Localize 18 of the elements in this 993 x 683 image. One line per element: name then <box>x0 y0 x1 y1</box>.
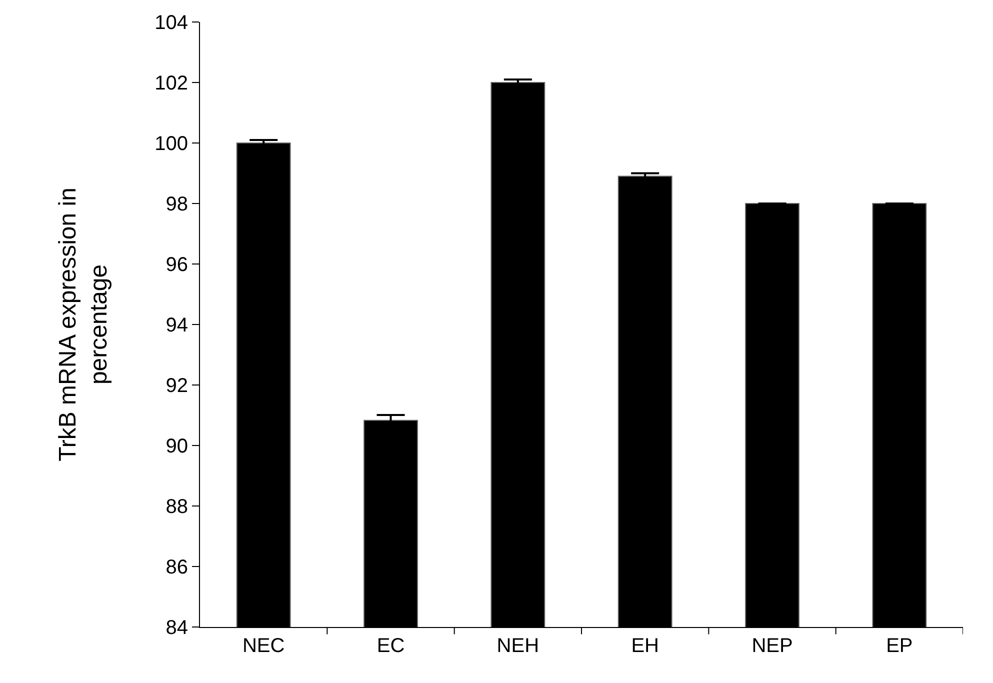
y-tick-label: 92 <box>166 375 188 397</box>
y-tick-label: 98 <box>166 194 188 216</box>
x-tick-label: EC <box>376 635 405 657</box>
x-tick-label: NEC <box>242 635 285 657</box>
x-tick-label: NEH <box>496 635 540 657</box>
y-tick-label: 88 <box>166 496 188 518</box>
y-axis-title: TrkB mRNA expression in percentage <box>54 188 113 462</box>
y-tick-label: 86 <box>166 556 188 578</box>
y-tick-label: 84 <box>166 617 188 639</box>
y-tick-label: 96 <box>166 254 188 276</box>
y-tick-label: 90 <box>166 436 188 458</box>
y-tick-label: 104 <box>154 12 188 34</box>
y-tick-label: 100 <box>154 133 188 155</box>
x-tick-label: NEP <box>752 635 793 657</box>
x-tick-label: EH <box>631 635 659 657</box>
x-tick-label: EP <box>886 635 913 657</box>
y-tick-label: 102 <box>154 72 188 94</box>
y-tick-label: 94 <box>166 314 188 336</box>
